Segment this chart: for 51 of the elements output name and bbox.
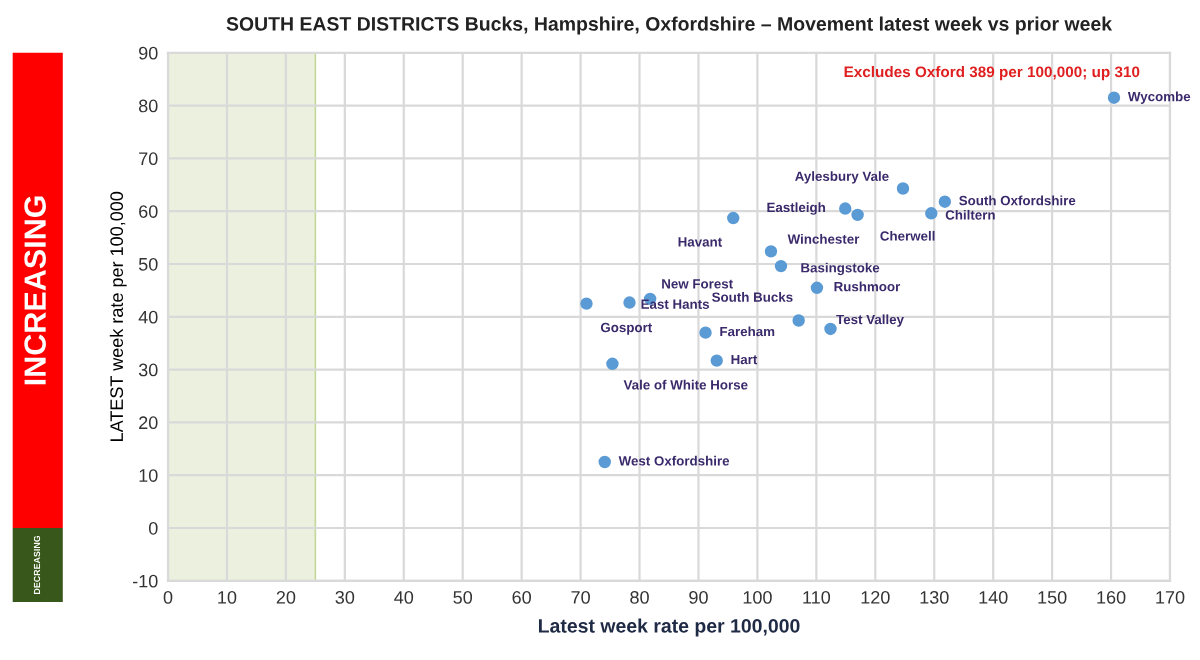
point [824,322,837,336]
x-tick-label: 0 [163,591,173,604]
x-tick-label: 160 [1097,591,1126,604]
point [792,314,805,327]
x-tick-label: 40 [394,591,414,604]
y-tick-label: 30 [138,363,158,377]
x-tick-label: 80 [630,591,649,604]
chart-title: SOUTH EAST DISTRICTS Bucks, Hampshire, Oxfordshire – Movement latest week vs prior week [226,16,1113,35]
x-tick-label: 50 [453,591,473,604]
point [925,207,938,220]
y-tick-label: 80 [138,99,158,113]
point [623,296,636,309]
x-tick-label: 110 [803,591,831,604]
x-tick-label: 20 [276,591,296,604]
y-tick-label: 0 [148,521,158,535]
y-axis-title: LATEST week rate per 100,000 [109,191,127,441]
y-tick-label: 70 [139,152,158,166]
point [580,297,593,310]
x-tick-label: 10 [218,591,237,604]
x-tick-label: 60 [512,591,531,604]
x-tick-label: 70 [571,591,590,604]
x-tick-label: 100 [743,591,772,604]
point [839,202,852,215]
y-tick-label: 40 [138,310,158,324]
x-tick-label: 90 [689,591,708,604]
x-tick-label: 140 [979,591,1008,604]
point [851,208,864,222]
y-tick-label: -10 [132,574,158,588]
x-tick-label: 30 [335,591,355,604]
point [774,259,788,273]
x-tick-label: 120 [861,591,890,604]
y-tick-label: 50 [138,257,158,271]
point [896,182,910,195]
y-tick-label: 10 [139,469,158,482]
y-tick-label: 60 [139,205,158,218]
x-tick-label: 170 [1156,591,1185,604]
x-axis-title: Latest week rate per 100,000 [538,618,800,637]
point [810,281,824,294]
point [938,195,952,208]
x-tick-label: 150 [1038,591,1067,604]
point [606,357,619,370]
point [598,455,611,469]
point [764,245,778,258]
point [1107,91,1121,104]
point [710,354,723,367]
point [699,326,712,339]
y-tick-label: 20 [139,416,158,430]
text: INCREASING [24,196,46,385]
x-tick-label: 130 [920,591,949,604]
y-tick-label: 90 [139,46,158,60]
point [727,211,740,225]
